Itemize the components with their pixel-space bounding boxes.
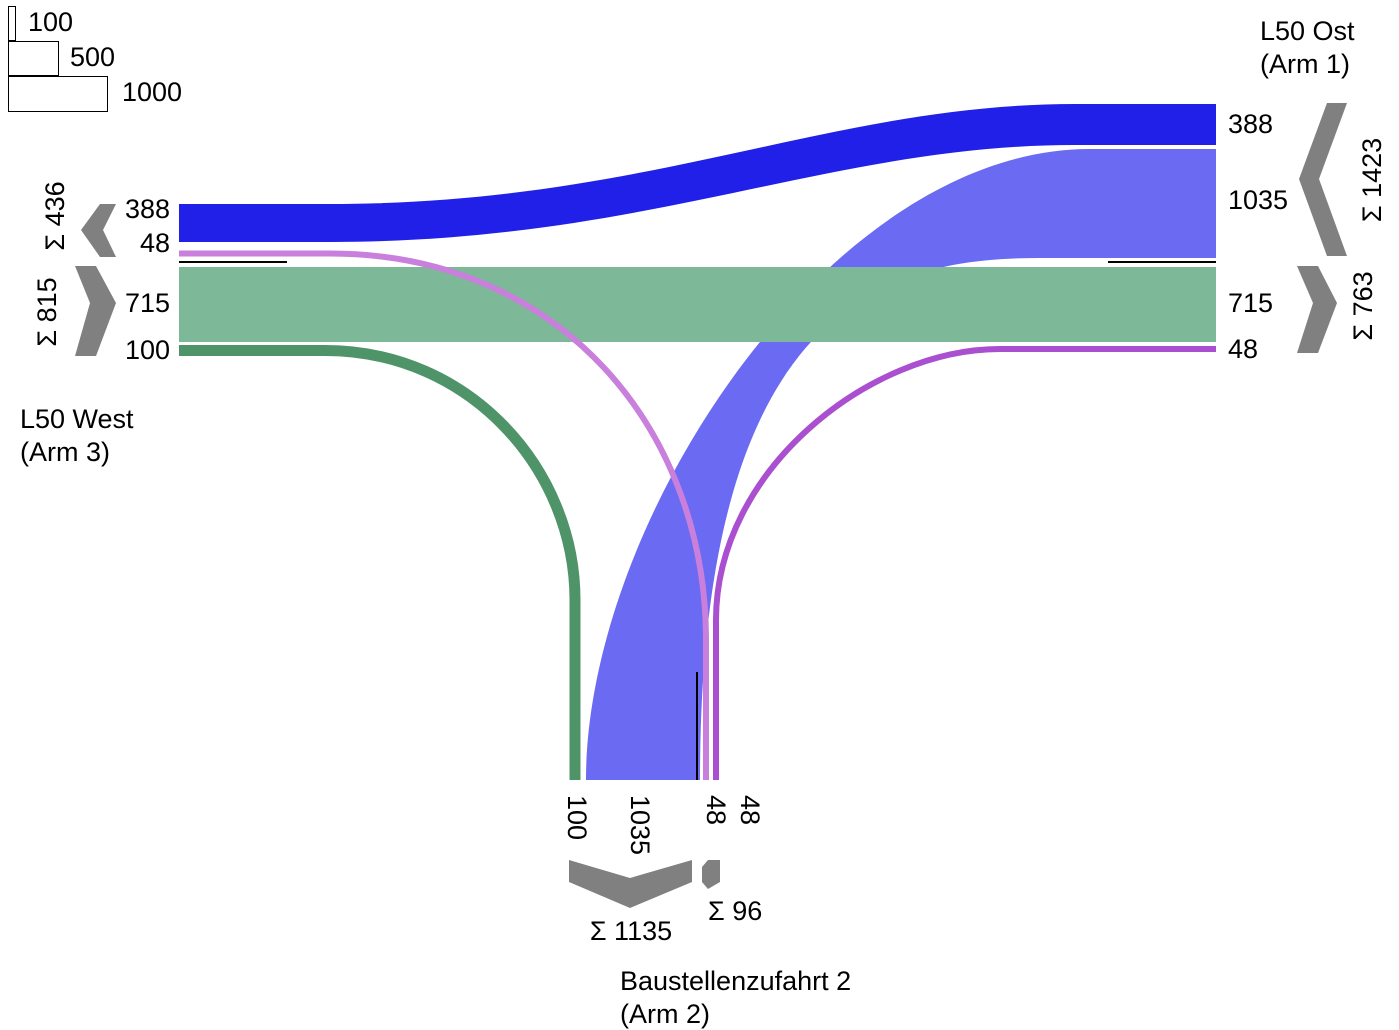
flow-bands [179, 104, 1216, 780]
south-outbound-arrow [702, 860, 720, 889]
west-value-388: 388 [125, 194, 170, 224]
east-value-48: 48 [1228, 334, 1258, 364]
east-sum-763: Σ 763 [1348, 271, 1378, 340]
south-sum-1135: Σ 1135 [590, 916, 672, 946]
direction-arrows [75, 103, 1347, 908]
south-value-100: 100 [562, 795, 592, 840]
west-sum-436: Σ 436 [40, 181, 70, 250]
flow-band-east-to-west [179, 104, 1216, 242]
west-arm-labels: 388 48 715 100 Σ 436 Σ 815 L50 West (Arm… [20, 181, 170, 467]
flow-band-south-to-west [179, 250, 709, 780]
west-arm-name: L50 West [20, 404, 134, 434]
west-value-100: 100 [125, 335, 170, 365]
scale-legend: 100 500 1000 [8, 6, 182, 112]
scale-box-100 [8, 6, 16, 41]
south-arm-labels: 100 1035 48 48 Σ 1135 Σ 96 Baustellenzuf… [562, 795, 851, 1029]
west-outbound-arrow [75, 266, 116, 356]
flow-band-east-to-south [586, 149, 1216, 780]
lane-dividers [179, 261, 1216, 780]
flow-band-west-to-south [179, 345, 581, 780]
east-arm-name: L50 Ost [1260, 16, 1355, 46]
east-value-715: 715 [1228, 288, 1273, 318]
west-value-48: 48 [140, 228, 170, 258]
south-inbound-arrow [569, 860, 692, 908]
south-arm-sub: (Arm 2) [620, 999, 710, 1029]
scale-label-1000: 1000 [122, 77, 182, 107]
south-sum-96: Σ 96 [708, 896, 762, 926]
scale-box-1000 [8, 76, 108, 112]
east-value-1035: 1035 [1228, 185, 1288, 215]
south-arm-name: Baustellenzufahrt 2 [620, 966, 851, 996]
flow-band-west-to-east [179, 267, 1216, 342]
south-value-1035: 1035 [625, 795, 655, 855]
scale-box-500 [8, 41, 59, 76]
east-value-388: 388 [1228, 109, 1273, 139]
west-sum-815: Σ 815 [32, 277, 62, 346]
west-arm-sub: (Arm 3) [20, 437, 110, 467]
east-sum-1423: Σ 1423 [1357, 138, 1387, 222]
scale-label-500: 500 [70, 42, 115, 72]
west-inbound-arrow [81, 204, 116, 257]
south-value-48-a: 48 [701, 795, 731, 825]
east-outbound-arrow [1299, 103, 1347, 256]
east-arm-labels: 388 1035 715 48 Σ 1423 Σ 763 L50 Ost (Ar… [1228, 16, 1387, 364]
west-value-715: 715 [125, 288, 170, 318]
south-value-48-b: 48 [735, 795, 765, 825]
flow-band-south-to-east [713, 346, 1216, 780]
scale-label-100: 100 [28, 7, 73, 37]
east-arm-sub: (Arm 1) [1260, 49, 1350, 79]
east-inbound-arrow [1297, 266, 1337, 353]
